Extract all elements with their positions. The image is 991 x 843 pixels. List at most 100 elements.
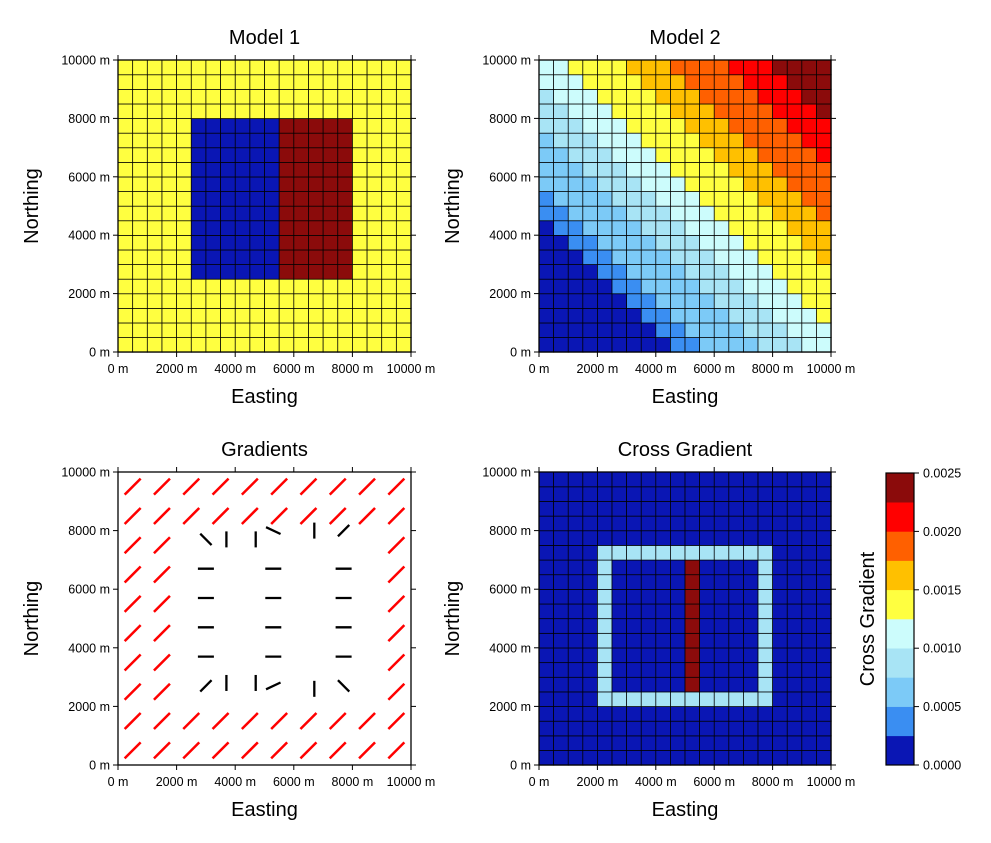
heatmap-cell — [220, 322, 236, 338]
heatmap-cell — [699, 530, 715, 546]
heatmap-cell — [337, 293, 354, 309]
heatmap-cell — [567, 249, 584, 266]
heatmap-cell — [786, 471, 803, 488]
heatmap-cell — [743, 263, 759, 280]
heatmap-cell — [278, 307, 295, 324]
heatmap-cell — [190, 190, 207, 207]
heatmap-cell — [728, 161, 744, 178]
heatmap-cell — [655, 132, 671, 149]
heatmap-cell — [205, 103, 222, 120]
heatmap-cell — [743, 118, 759, 134]
heatmap-cell — [234, 249, 251, 266]
heatmap-cell — [772, 278, 788, 295]
heatmap-cell — [234, 293, 251, 309]
heatmap-cell — [786, 103, 803, 120]
heatmap-cell — [655, 632, 671, 649]
heatmap-cell — [816, 161, 832, 178]
heatmap-cell — [626, 147, 642, 163]
heatmap-cell — [293, 322, 310, 338]
heatmap-cell — [655, 322, 671, 338]
heatmap-cell — [684, 220, 701, 236]
heatmap-cell — [190, 293, 207, 309]
heatmap-cell — [322, 176, 339, 193]
heatmap-cell — [582, 161, 598, 178]
heatmap-cell — [597, 618, 613, 634]
heatmap-cell — [322, 307, 339, 324]
heatmap-cell — [816, 500, 832, 517]
heatmap-cell — [728, 647, 744, 664]
heatmap-cell — [728, 603, 744, 620]
heatmap-cell — [626, 691, 642, 708]
heatmap-cell — [757, 322, 774, 338]
heatmap-cell — [553, 662, 569, 678]
heatmap-cell — [670, 336, 686, 353]
heatmap-cell — [308, 147, 324, 163]
heatmap-cell — [626, 749, 642, 766]
heatmap-cell — [640, 706, 657, 722]
heatmap-cell — [713, 486, 730, 502]
heatmap-cell — [757, 662, 774, 678]
heatmap-cell — [146, 263, 163, 280]
heatmap-cell — [728, 618, 744, 634]
heatmap-cell — [132, 307, 148, 324]
x-tick-label: 0 m — [529, 775, 550, 789]
heatmap-cell — [553, 500, 569, 517]
heatmap-cell — [772, 74, 788, 90]
heatmap-cell — [670, 263, 686, 280]
heatmap-cell — [366, 249, 383, 266]
gradient-vector-red — [328, 477, 347, 496]
heatmap-cell — [757, 486, 774, 502]
heatmap-cell — [582, 559, 598, 576]
heatmap-cell — [176, 59, 192, 76]
heatmap-cell — [234, 234, 251, 251]
heatmap-cell — [278, 88, 295, 105]
heatmap-cell — [278, 161, 295, 178]
heatmap-cell — [772, 544, 788, 561]
y-tick-label: 6000 m — [68, 583, 110, 597]
heatmap-cell — [264, 234, 280, 251]
heatmap-cell — [743, 307, 759, 324]
heatmap-cell — [366, 190, 383, 207]
heatmap-cell — [786, 293, 803, 309]
heatmap-cell — [117, 132, 134, 149]
heatmap-cell — [670, 103, 686, 120]
heatmap-cell — [553, 632, 569, 649]
heatmap-cell — [640, 588, 657, 605]
x-tick-label: 6000 m — [693, 362, 735, 376]
y-tick-label: 4000 m — [68, 229, 110, 243]
heatmap-cell — [684, 691, 701, 708]
gradient-vector-black — [199, 679, 213, 693]
colorbar-tick-label: 0.0015 — [923, 583, 961, 597]
heatmap-cell — [640, 574, 657, 590]
heatmap-cell — [220, 263, 236, 280]
heatmap-cell — [322, 322, 339, 338]
heatmap-cell — [582, 220, 598, 236]
heatmap-cell — [132, 336, 148, 353]
heatmap-cell — [816, 486, 832, 502]
heatmap-cell — [816, 720, 832, 737]
heatmap-cell — [395, 88, 412, 105]
heatmap-cell — [684, 559, 701, 576]
heatmap-cell — [684, 618, 701, 634]
heatmap-cell — [713, 103, 730, 120]
heatmap-cell — [728, 706, 744, 722]
heatmap-cell — [264, 176, 280, 193]
heatmap-cell — [553, 220, 569, 236]
heatmap-cell — [220, 59, 236, 76]
heatmap-cell — [538, 559, 555, 576]
heatmap-cell — [699, 500, 715, 517]
y-tick-label: 6000 m — [489, 583, 531, 597]
heatmap-cell — [597, 147, 613, 163]
heatmap-cell — [395, 249, 412, 266]
heatmap-cell — [786, 676, 803, 693]
heatmap-cell — [395, 161, 412, 178]
heatmap-cell — [538, 647, 555, 664]
heatmap-cell — [655, 336, 671, 353]
heatmap-cell — [381, 278, 397, 295]
heatmap-cell — [161, 147, 178, 163]
colorbar-swatch — [886, 677, 914, 707]
heatmap-cell — [190, 176, 207, 193]
heatmap-cell — [322, 118, 339, 134]
heatmap-cell — [655, 249, 671, 266]
heatmap-cell — [567, 544, 584, 561]
